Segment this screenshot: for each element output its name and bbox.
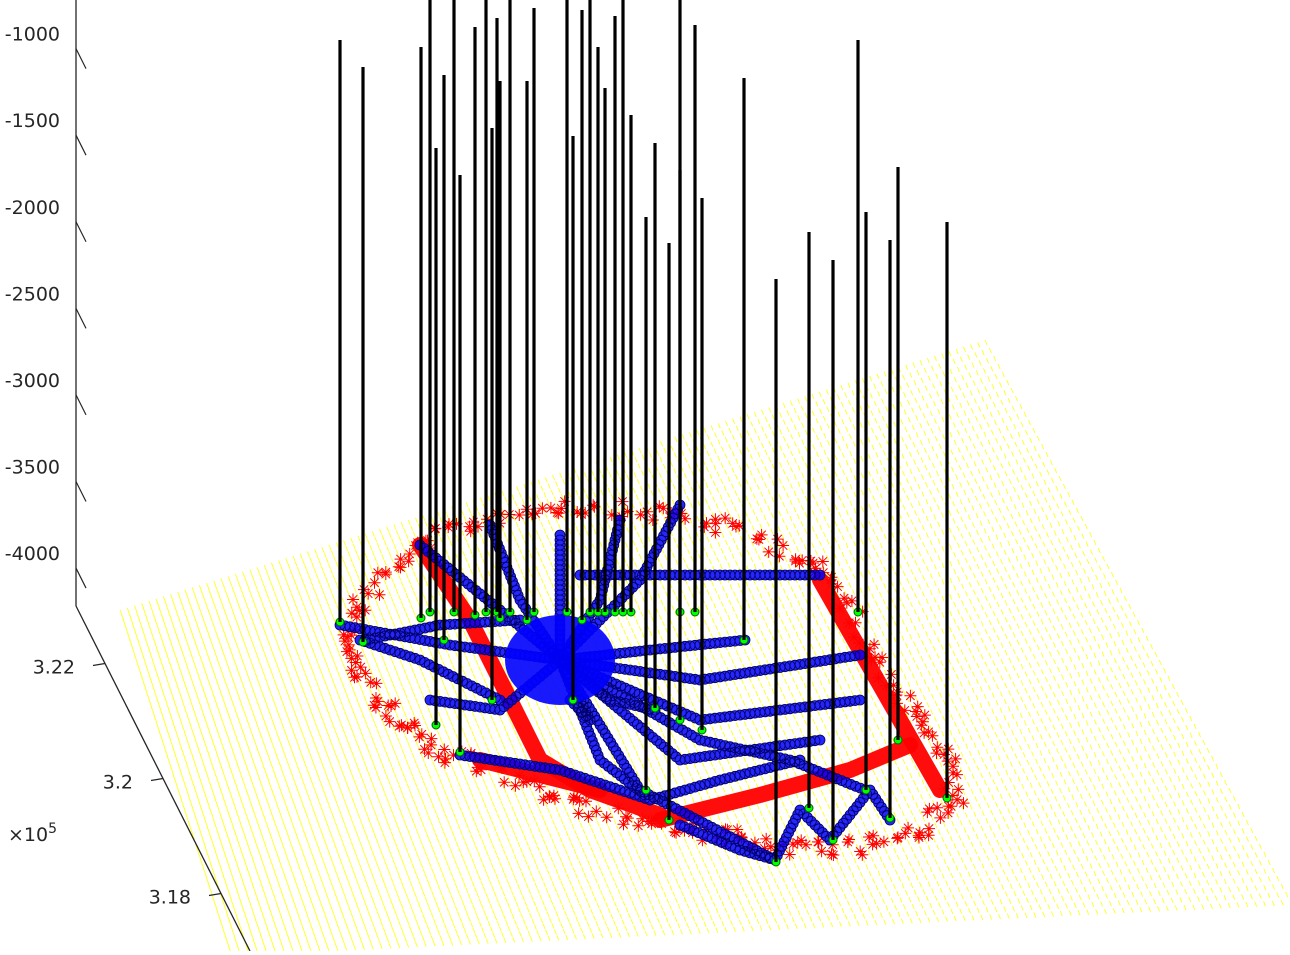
y-tick-mark	[92, 662, 106, 667]
z-tick-label: -3500	[5, 456, 60, 478]
z-tick-mark	[75, 567, 87, 589]
z-tick-mark	[75, 481, 87, 502]
z-tick-label: -1500	[5, 110, 60, 132]
y-tick-mark	[150, 777, 164, 782]
exponent-base: ×10	[8, 824, 48, 846]
black-vertical-wells	[338, 0, 949, 862]
y-tick-mark	[208, 892, 222, 897]
y-axis-ticks: 3.18 3.2 3.22	[33, 657, 222, 909]
z-axis-ticks: -1000 -1500 -2000 -2500 -3000 -3500 -4000	[5, 24, 87, 589]
axes: -1000 -1500 -2000 -2500 -3000 -3500 -4000 3.18…	[5, 0, 251, 952]
y-tick-label: 3.22	[33, 657, 75, 679]
z-tick-label: -2000	[5, 197, 60, 219]
z-tick-mark	[75, 394, 87, 416]
z-tick-mark	[75, 48, 87, 69]
y-tick-label: 3.2	[103, 772, 133, 794]
z-tick-mark	[75, 221, 87, 243]
z-tick-label: -2500	[5, 283, 60, 305]
green-node-markers	[335, 607, 952, 867]
z-tick-label: -3000	[5, 370, 60, 392]
z-tick-label: -4000	[5, 543, 60, 565]
exponent-power: 5	[48, 821, 57, 837]
y-tick-label: 3.18	[149, 887, 191, 909]
z-tick-label: -1000	[5, 24, 60, 46]
z-tick-mark	[75, 308, 87, 329]
y-axis-exponent: ×105	[8, 821, 57, 846]
z-tick-mark	[75, 134, 87, 156]
